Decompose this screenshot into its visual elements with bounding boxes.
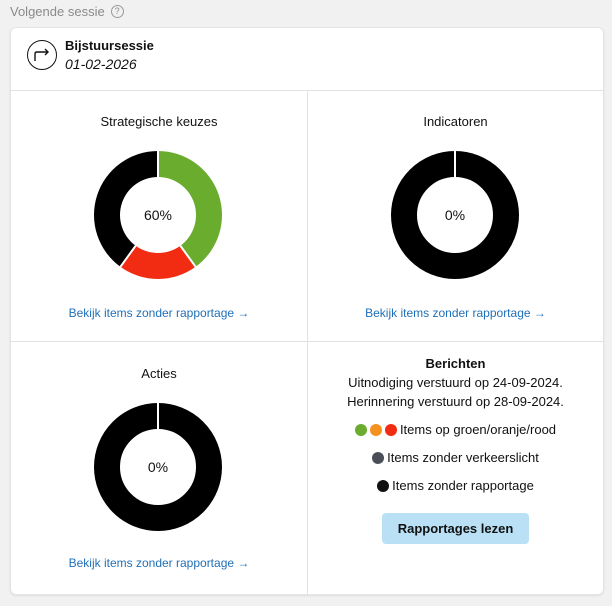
divider (11, 90, 603, 91)
donut-chart (391, 151, 519, 279)
legend-item: Items zonder verkeerslicht (308, 450, 603, 465)
legend-label: Items zonder rapportage (392, 478, 534, 493)
view-items-link[interactable]: Bekijk items zonder rapportage → (68, 306, 250, 320)
legend-item: Items zonder rapportage (308, 478, 603, 493)
section-title: Volgende sessie (10, 4, 105, 19)
status-dot-icon (372, 451, 385, 464)
quadrant-title: Indicatoren (423, 114, 488, 129)
session-card: Bijstuursessie 01-02-2026 Strategische k… (10, 27, 604, 595)
legend-item: Items op groen/oranje/rood (308, 422, 603, 437)
donut-slice-groen (158, 151, 222, 267)
donut-chart (94, 151, 222, 279)
donut-center-label: 0% (444, 207, 466, 223)
view-items-link[interactable]: Bekijk items zonder rapportage → (68, 556, 250, 570)
donut-separator (119, 245, 137, 268)
status-dot-icon (354, 423, 367, 436)
section-header: Volgende sessie ? (10, 4, 124, 19)
view-items-link[interactable]: Bekijk items zonder rapportage → (365, 306, 546, 320)
status-dot-icon (369, 423, 382, 436)
status-dot-icon (384, 423, 397, 436)
legend-label: Items zonder verkeerslicht (387, 450, 539, 465)
donut-separator (179, 245, 197, 268)
legend: Items op groen/oranje/rood Items zonder v… (308, 422, 603, 493)
messages-title: Berichten (425, 356, 486, 371)
indicators-donut: 0% (390, 150, 520, 280)
donut-center-label: 0% (147, 459, 169, 475)
session-title: Bijstuursessie (65, 38, 154, 53)
strategic-donut: 60% (93, 150, 223, 280)
legend-label: Items op groen/oranje/rood (399, 422, 557, 437)
donut-slice-zonder-rapportage (94, 151, 158, 267)
invite-text: Uitnodiging verstuurd op 24-09-2024. (348, 375, 563, 390)
session-info: Bijstuursessie 01-02-2026 (27, 38, 154, 72)
quadrant-title: Strategische keuzes (100, 114, 218, 129)
quadrant-title: Acties (141, 366, 177, 381)
messages-panel: Berichten Uitnodiging verstuurd op 24-09… (308, 346, 603, 544)
donut-slice-rood (120, 245, 196, 279)
session-date: 01-02-2026 (65, 56, 137, 72)
donut-chart (94, 403, 222, 531)
read-reports-button[interactable]: Rapportages lezen (381, 513, 530, 544)
donut-center-label: 60% (143, 207, 173, 223)
help-icon[interactable]: ? (110, 5, 124, 18)
reminder-text: Herinnering verstuurd op 28-09-2024. (347, 394, 564, 409)
status-dot-icon (377, 479, 390, 492)
actions-quadrant: Acties 0% Bekijk items zonder rapportage… (11, 342, 307, 594)
strategic-quadrant: Strategische keuzes 60% Bekijk items zon… (11, 91, 307, 341)
redo-arrow-icon (27, 40, 57, 70)
indicators-quadrant: Indicatoren 0% Bekijk items zonder rappo… (308, 91, 603, 341)
divider (307, 91, 308, 594)
actions-donut: 0% (93, 402, 223, 532)
